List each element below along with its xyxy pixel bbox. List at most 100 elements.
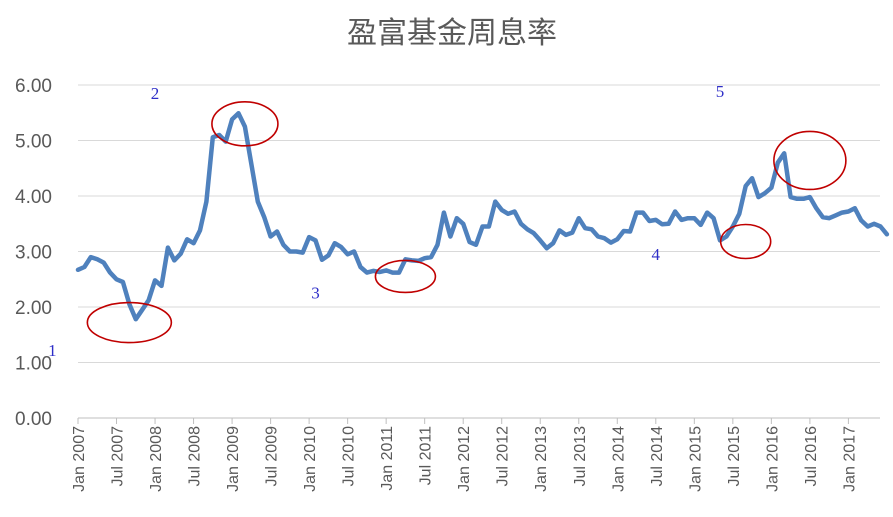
data-point xyxy=(140,308,144,312)
data-point xyxy=(474,243,478,247)
series-layer xyxy=(75,111,890,322)
y-tick-label: 6.00 xyxy=(15,76,52,97)
data-point xyxy=(500,208,504,212)
highlight-ellipse xyxy=(211,101,279,147)
data-point xyxy=(789,195,793,199)
x-tick-label: Jan 2010 xyxy=(302,426,319,492)
annotation-label: 1 xyxy=(48,341,57,360)
data-point xyxy=(378,270,382,274)
highlight-circles xyxy=(86,101,847,344)
data-point xyxy=(95,257,99,261)
data-point xyxy=(570,231,574,235)
data-point xyxy=(711,216,716,220)
data-point xyxy=(172,258,176,262)
y-tick-label: 1.00 xyxy=(15,354,52,375)
x-tick-label: Jan 2007 xyxy=(71,426,88,492)
x-tick-label: Jan 2012 xyxy=(456,426,473,492)
data-point xyxy=(628,229,632,234)
data-point xyxy=(339,245,343,249)
data-point xyxy=(808,195,812,199)
data-point xyxy=(480,224,485,229)
data-point xyxy=(371,269,375,273)
highlight-ellipse xyxy=(374,259,437,294)
data-point xyxy=(673,209,677,214)
data-point xyxy=(769,186,773,190)
x-tick-label: Jul 2009 xyxy=(264,426,281,487)
y-tick-label: 0.00 xyxy=(15,409,52,430)
annotation-labels: 1 2 3 4 5 xyxy=(48,82,724,360)
data-point xyxy=(121,280,125,284)
data-point xyxy=(275,229,279,234)
data-point xyxy=(333,241,337,245)
data-point xyxy=(249,162,253,166)
x-tick-label: Jan 2008 xyxy=(148,426,165,492)
x-tick-label: Jul 2012 xyxy=(495,426,512,487)
x-tick-label: Jul 2008 xyxy=(187,426,204,487)
data-point xyxy=(76,268,80,272)
gridlines xyxy=(78,84,880,363)
data-point xyxy=(506,212,510,216)
data-point xyxy=(127,302,131,306)
data-point xyxy=(538,238,542,242)
data-point xyxy=(134,317,138,321)
annotation-label: 4 xyxy=(652,245,661,264)
data-point xyxy=(313,238,318,242)
data-point xyxy=(512,209,517,214)
data-point xyxy=(833,213,838,218)
data-point xyxy=(551,241,555,245)
data-point xyxy=(667,222,671,226)
data-point xyxy=(660,222,664,226)
data-point xyxy=(365,270,369,275)
x-axis: Jan 2007 Jul 2007 Jan 2008 Jul 2008 Jan 2009… xyxy=(71,417,880,492)
yield-series-line xyxy=(75,111,890,322)
data-point xyxy=(288,249,292,254)
data-point xyxy=(326,253,330,257)
x-tick-label: Jul 2016 xyxy=(803,426,820,487)
data-point xyxy=(468,240,472,244)
data-point xyxy=(885,232,889,236)
annotation-label: 5 xyxy=(716,82,725,101)
data-point xyxy=(256,199,260,204)
data-point xyxy=(724,234,729,239)
data-point xyxy=(346,252,350,256)
data-point xyxy=(307,235,311,239)
data-point xyxy=(230,117,234,122)
x-tick-label: Jan 2015 xyxy=(687,426,704,492)
data-point xyxy=(493,199,497,204)
data-point xyxy=(390,270,395,275)
data-point xyxy=(737,212,741,216)
y-tick-label: 3.00 xyxy=(15,243,52,264)
x-tick-label: Jan 2009 xyxy=(225,426,242,492)
data-point xyxy=(185,237,189,241)
data-point xyxy=(423,256,427,260)
data-point xyxy=(262,215,266,219)
data-point xyxy=(821,215,825,219)
data-point xyxy=(352,249,356,254)
data-point xyxy=(744,184,748,188)
x-tick-label: Jul 2014 xyxy=(649,426,666,487)
data-point xyxy=(705,211,709,215)
data-point xyxy=(641,211,645,215)
data-point xyxy=(204,199,208,204)
data-point xyxy=(461,222,465,226)
data-point xyxy=(602,236,607,240)
data-point xyxy=(782,151,786,155)
x-tick-label: Jan 2017 xyxy=(841,426,858,492)
data-point xyxy=(114,277,119,281)
y-tick-label: 2.00 xyxy=(15,298,52,319)
data-point xyxy=(827,216,831,220)
data-point xyxy=(878,224,883,229)
x-tick-label: Jul 2015 xyxy=(726,426,743,487)
data-point xyxy=(166,246,170,250)
x-tick-label: Jul 2010 xyxy=(341,426,358,487)
x-tick-label: Jul 2007 xyxy=(110,426,127,487)
data-point xyxy=(435,243,440,247)
data-point xyxy=(89,255,93,259)
data-point xyxy=(840,211,844,215)
data-point xyxy=(429,255,433,259)
data-point xyxy=(448,234,452,239)
data-point xyxy=(692,216,696,220)
data-point xyxy=(294,249,298,254)
data-point xyxy=(577,216,581,220)
